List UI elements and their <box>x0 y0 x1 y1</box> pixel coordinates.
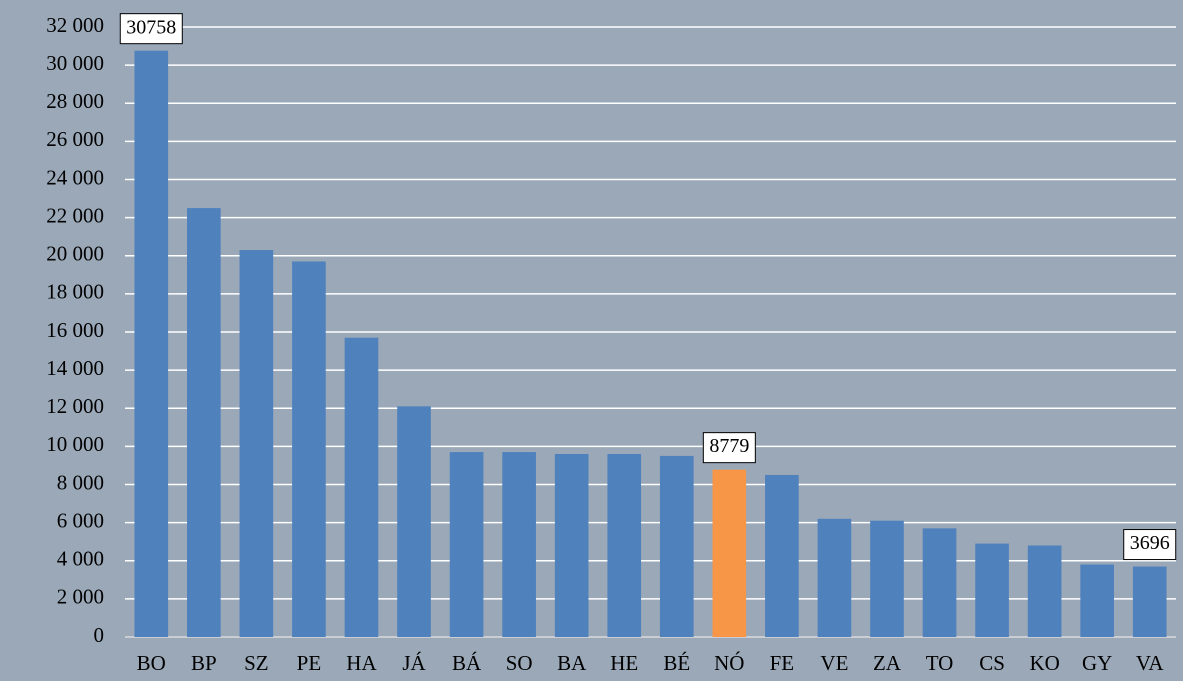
x-tick-label: SZ <box>244 651 269 675</box>
y-tick-label: 12 000 <box>46 394 104 418</box>
bar <box>449 452 484 637</box>
y-tick-label: 18 000 <box>46 280 104 304</box>
y-tick-label: 22 000 <box>46 203 104 227</box>
y-tick-label: 14 000 <box>46 356 104 380</box>
x-tick-label: PE <box>297 651 322 675</box>
x-tick-label: HA <box>346 651 377 675</box>
bar <box>659 455 694 637</box>
y-tick-label: 8 000 <box>57 470 104 494</box>
bar <box>975 543 1009 637</box>
bar <box>344 337 379 637</box>
y-tick-label: 2 000 <box>57 585 104 609</box>
value-label: 3696 <box>1130 532 1170 554</box>
value-label-box <box>702 432 756 464</box>
y-tick-label: 32 000 <box>46 13 104 37</box>
y-tick-label: 28 000 <box>46 89 104 113</box>
value-label: 8779 <box>709 435 749 457</box>
bar <box>187 208 221 637</box>
bar <box>502 452 536 637</box>
x-tick-label: VA <box>1136 651 1164 675</box>
x-tick-label: TO <box>926 651 954 675</box>
y-tick-label: 6 000 <box>57 508 104 532</box>
bar <box>922 528 957 637</box>
bar <box>554 454 589 637</box>
y-tick-label: 26 000 <box>46 127 104 151</box>
y-tick-label: 24 000 <box>46 165 104 189</box>
x-tick-label: CS <box>979 651 1005 675</box>
bar <box>607 454 642 637</box>
x-tick-label: HE <box>610 651 638 675</box>
bar <box>134 50 169 638</box>
x-tick-label: BP <box>191 651 217 675</box>
x-tick-label: NÓ <box>714 651 744 675</box>
y-tick-label: 16 000 <box>46 318 104 342</box>
y-tick-label: 10 000 <box>46 432 104 456</box>
x-tick-label: FE <box>770 651 795 675</box>
value-label-box <box>119 13 183 45</box>
bar <box>1080 564 1114 637</box>
y-tick-label: 20 000 <box>46 242 104 266</box>
bar <box>1132 566 1167 637</box>
x-tick-label: BA <box>557 651 587 675</box>
value-label-box <box>1123 529 1177 561</box>
bar <box>712 469 747 637</box>
x-tick-label: BÁ <box>452 651 482 675</box>
y-tick-label: 4 000 <box>57 547 104 571</box>
y-tick-label: 0 <box>94 623 105 647</box>
bar <box>397 406 431 637</box>
x-tick-label: ZA <box>873 651 902 675</box>
x-tick-label: BO <box>137 651 166 675</box>
y-tick-label: 30 000 <box>46 51 104 75</box>
bar <box>870 520 904 637</box>
bar <box>1027 545 1062 637</box>
x-tick-label: KO <box>1029 651 1059 675</box>
value-label: 30758 <box>126 16 176 38</box>
bar <box>817 518 852 637</box>
x-tick-label: VE <box>820 651 848 675</box>
bar <box>239 250 274 637</box>
x-tick-label: SO <box>506 651 533 675</box>
bar <box>292 261 326 637</box>
bar <box>765 474 799 637</box>
x-tick-label: JÁ <box>402 651 426 675</box>
x-tick-label: BÉ <box>663 651 690 675</box>
x-tick-label: GY <box>1082 651 1112 675</box>
